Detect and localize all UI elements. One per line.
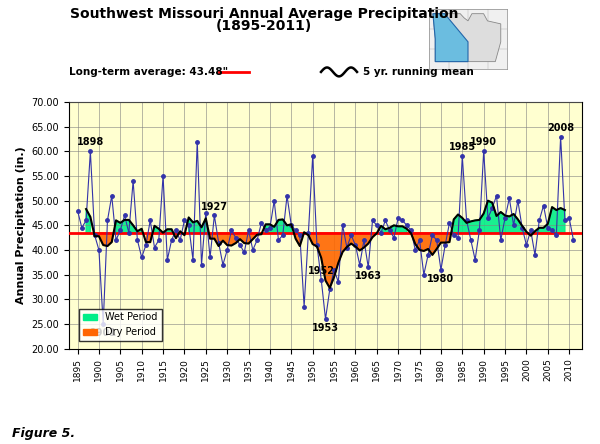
Text: 1985: 1985 — [449, 143, 476, 152]
Text: Southwest Missouri Annual Average Precipitation: Southwest Missouri Annual Average Precip… — [70, 7, 458, 21]
Text: Long-term average: 43.48": Long-term average: 43.48" — [69, 67, 228, 77]
Text: 1901: 1901 — [90, 328, 117, 338]
Text: 1990: 1990 — [470, 138, 497, 147]
Text: 1980: 1980 — [427, 274, 454, 284]
Text: (1895-2011): (1895-2011) — [216, 19, 312, 33]
Text: 1963: 1963 — [355, 271, 382, 281]
Text: 1898: 1898 — [77, 138, 104, 147]
Text: 1953: 1953 — [312, 323, 339, 333]
Y-axis label: Annual Precipitation (in.): Annual Precipitation (in.) — [16, 147, 26, 304]
Polygon shape — [433, 14, 501, 62]
Text: 1927: 1927 — [201, 202, 228, 211]
Polygon shape — [433, 14, 468, 62]
Legend: Wet Period, Dry Period: Wet Period, Dry Period — [79, 309, 161, 341]
Text: Figure 5.: Figure 5. — [12, 427, 75, 440]
Text: 2008: 2008 — [547, 123, 574, 133]
Text: 5 yr. running mean: 5 yr. running mean — [363, 67, 474, 77]
Text: 1952: 1952 — [308, 266, 335, 276]
